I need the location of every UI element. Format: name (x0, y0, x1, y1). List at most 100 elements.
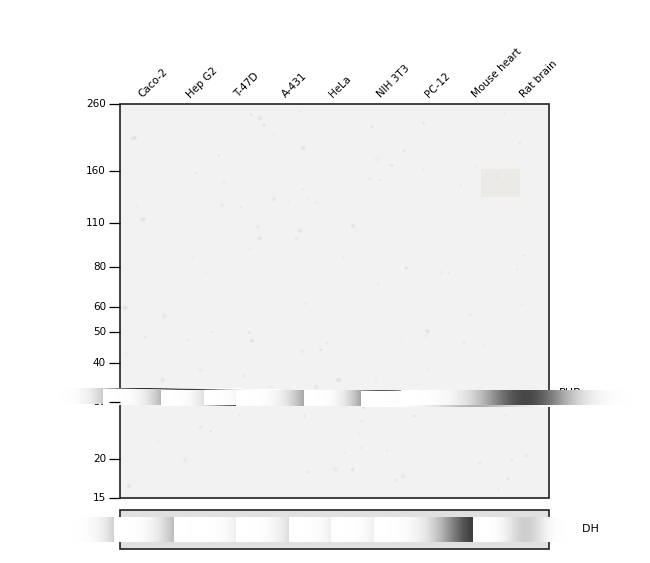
Bar (534, 390, 535, 405)
Bar (276, 390, 277, 406)
Bar (509, 517, 510, 542)
Bar (462, 390, 463, 405)
Text: 40: 40 (93, 358, 106, 368)
Bar (336, 517, 337, 542)
Bar (450, 517, 451, 542)
Circle shape (488, 397, 491, 400)
Bar (467, 517, 468, 542)
Bar (434, 390, 435, 405)
Bar (243, 390, 244, 406)
Bar (504, 391, 505, 407)
Bar (553, 390, 554, 405)
Bar (168, 388, 169, 404)
Bar (407, 391, 408, 407)
Bar (184, 388, 185, 404)
Bar (594, 390, 595, 405)
Bar (417, 517, 418, 542)
Bar (426, 391, 427, 407)
Bar (372, 391, 373, 407)
Bar (331, 517, 332, 542)
Bar (463, 517, 464, 542)
Bar (478, 517, 479, 542)
Bar (240, 517, 241, 542)
Text: 260: 260 (86, 99, 106, 109)
Bar (398, 517, 399, 542)
Bar (612, 390, 613, 405)
Circle shape (498, 488, 499, 490)
Bar (294, 517, 296, 542)
Bar (469, 391, 471, 407)
Bar (433, 390, 434, 406)
Bar (403, 517, 404, 542)
Bar (300, 390, 301, 406)
Bar (400, 390, 402, 405)
Bar (564, 390, 565, 405)
Bar (282, 390, 283, 406)
Bar (477, 517, 478, 542)
Circle shape (525, 454, 528, 457)
Bar (491, 517, 492, 542)
Bar (411, 390, 412, 405)
Bar (537, 390, 538, 405)
Bar (529, 390, 530, 405)
Bar (345, 517, 346, 542)
Bar (91, 388, 92, 404)
Bar (526, 391, 527, 407)
Bar (265, 390, 266, 406)
Bar (502, 517, 503, 542)
Bar (229, 388, 230, 404)
Bar (119, 388, 120, 404)
Bar (444, 390, 445, 405)
Bar (397, 390, 398, 406)
Bar (149, 388, 150, 404)
Bar (574, 517, 575, 542)
Bar (335, 390, 336, 406)
Bar (106, 388, 107, 404)
Bar (576, 390, 577, 405)
Bar (433, 517, 434, 542)
Bar (435, 517, 436, 542)
Bar (618, 390, 619, 405)
Bar (216, 388, 217, 404)
Bar (92, 388, 93, 404)
Circle shape (250, 113, 253, 116)
Bar (185, 388, 186, 404)
Bar (489, 517, 490, 542)
Bar (518, 517, 519, 542)
Bar (54, 388, 55, 404)
Bar (400, 391, 402, 407)
Bar (318, 517, 319, 542)
Bar (528, 390, 529, 405)
Bar (502, 391, 503, 407)
Bar (430, 390, 431, 406)
Bar (396, 391, 398, 407)
Bar (491, 391, 492, 407)
Bar (388, 391, 389, 407)
Bar (511, 517, 512, 542)
Bar (515, 517, 516, 542)
Bar (502, 390, 503, 405)
Bar (237, 390, 238, 406)
Bar (407, 517, 408, 542)
Bar (621, 390, 622, 405)
Bar (299, 390, 300, 406)
Bar (380, 391, 381, 407)
Bar (458, 391, 459, 407)
Bar (550, 517, 551, 542)
Bar (393, 390, 394, 406)
Bar (400, 517, 401, 542)
Bar (489, 517, 490, 542)
Bar (340, 517, 341, 542)
Circle shape (183, 458, 187, 461)
Bar (259, 517, 260, 542)
Bar (66, 388, 67, 404)
Text: Caco-2: Caco-2 (137, 67, 170, 100)
Bar (397, 517, 398, 542)
Bar (425, 517, 426, 542)
Bar (431, 517, 432, 542)
Bar (240, 388, 241, 404)
Bar (473, 390, 474, 405)
Bar (561, 390, 562, 405)
Bar (386, 517, 387, 542)
Bar (493, 517, 494, 542)
